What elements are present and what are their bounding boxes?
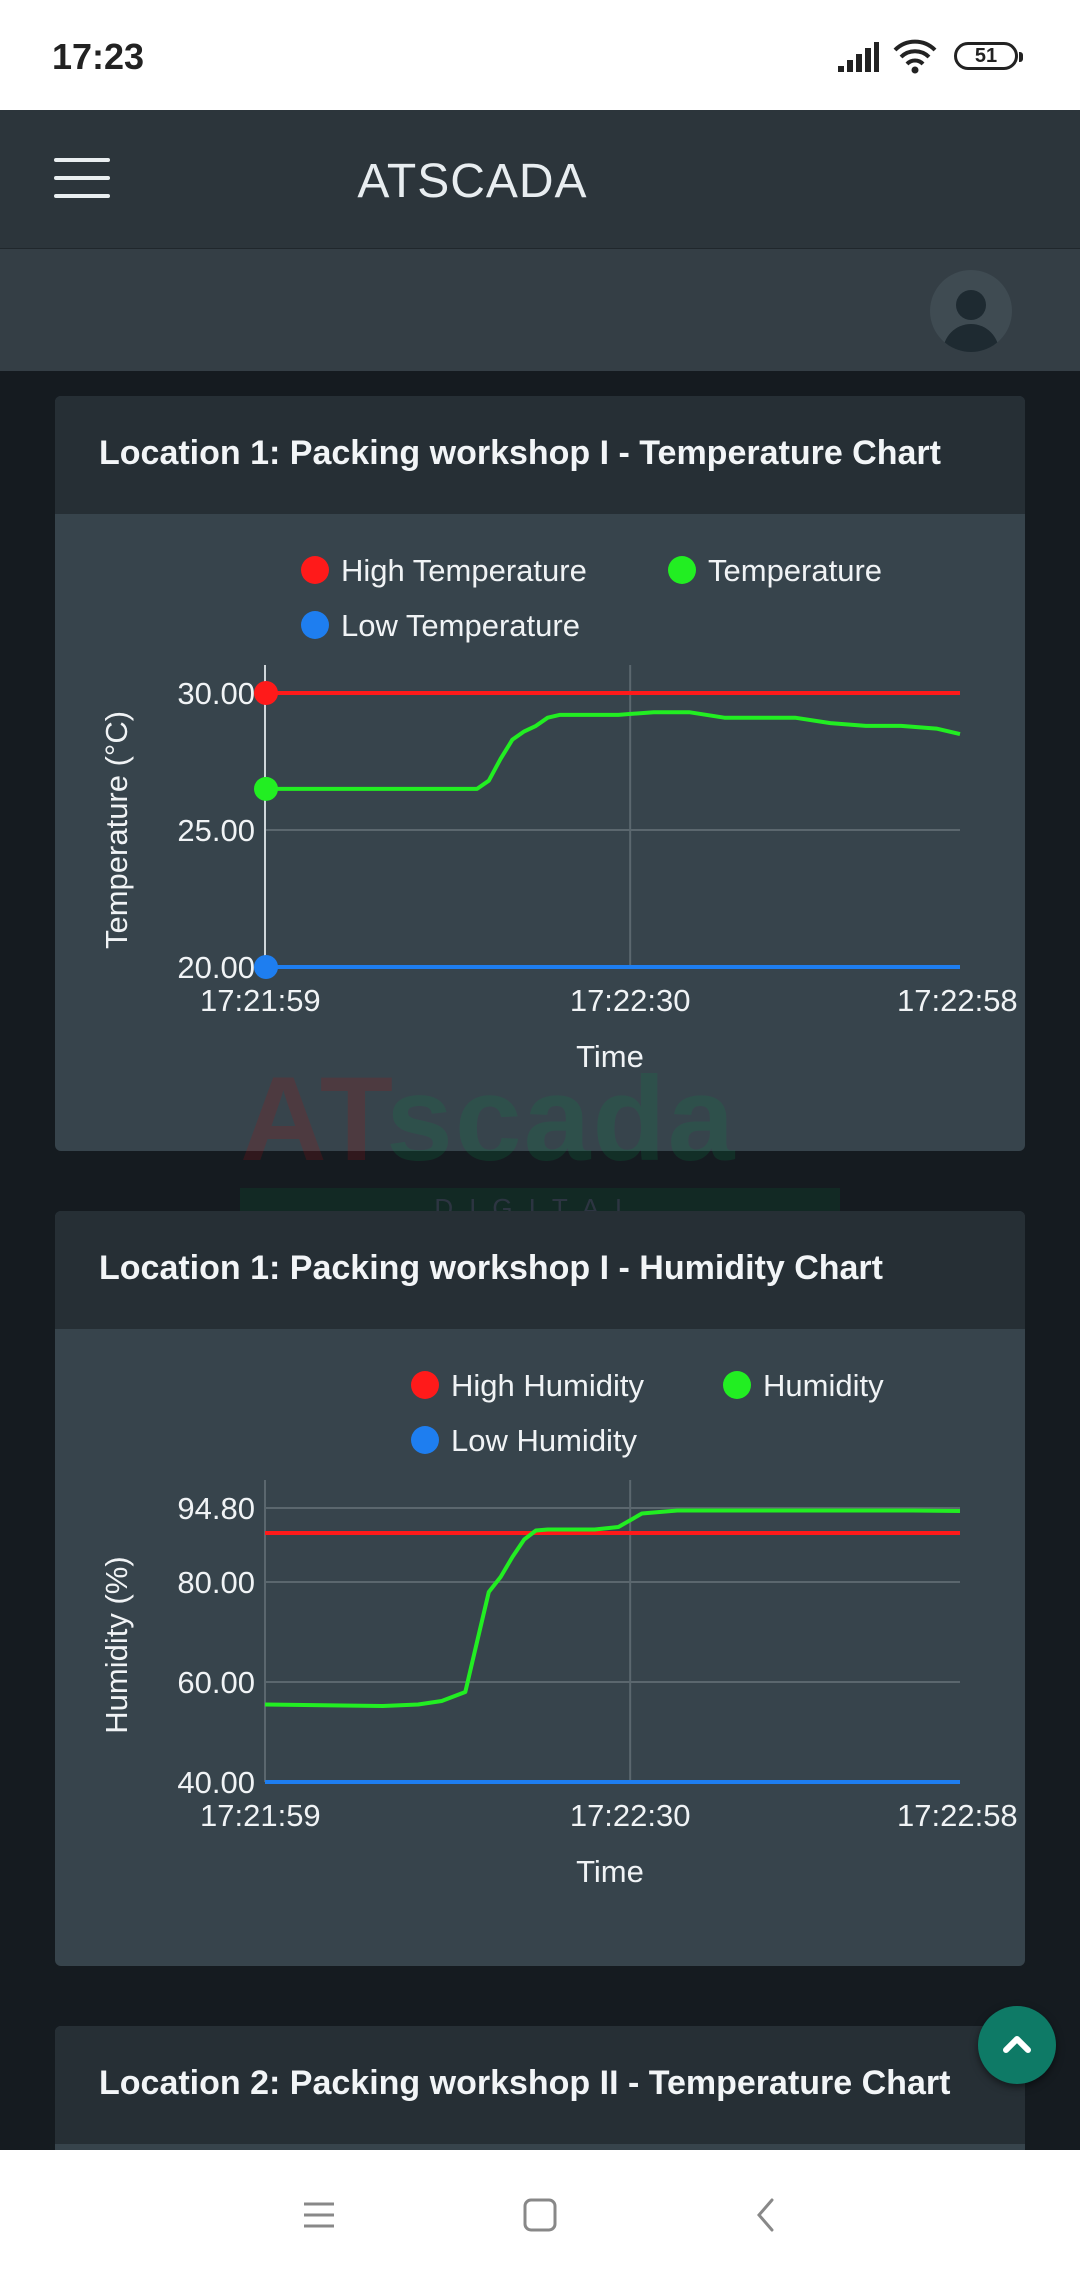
user-avatar-icon[interactable] bbox=[930, 270, 1012, 352]
x-tick-label: 17:21:59 bbox=[200, 1798, 321, 1833]
data-point-marker bbox=[254, 681, 278, 705]
humidity-chart-card: Location 1: Packing workshop I - Humidit… bbox=[55, 1211, 1025, 1966]
legend-marker bbox=[411, 1371, 439, 1399]
legend-marker bbox=[668, 556, 696, 584]
chevron-up-icon bbox=[1003, 2036, 1031, 2053]
card-title: Location 1: Packing workshop I - Tempera… bbox=[99, 434, 941, 472]
hamburger-menu-icon[interactable] bbox=[54, 158, 110, 200]
x-tick-label: 17:22:30 bbox=[570, 1798, 691, 1833]
legend-marker bbox=[723, 1371, 751, 1399]
y-axis-title: Humidity (%) bbox=[99, 1556, 134, 1733]
data-point-marker bbox=[254, 955, 278, 979]
y-tick-label: 20.00 bbox=[177, 950, 255, 985]
y-tick-label: 25.00 bbox=[177, 813, 255, 848]
home-icon[interactable] bbox=[515, 2190, 565, 2240]
app-title: ATSCADA bbox=[357, 155, 588, 208]
card-title: Location 2: Packing workshop II - Temper… bbox=[99, 2064, 951, 2102]
battery-icon: 51 bbox=[954, 42, 1023, 70]
recent-apps-icon[interactable] bbox=[294, 2190, 344, 2240]
card-header: Location 1: Packing workshop I - Humidit… bbox=[55, 1211, 1025, 1329]
y-tick-label: 60.00 bbox=[177, 1665, 255, 1700]
legend-label: High Humidity bbox=[451, 1368, 644, 1403]
x-axis-title: Time bbox=[576, 1854, 644, 1889]
card-header: Location 2: Packing workshop II - Temper… bbox=[55, 2026, 1025, 2144]
legend-label: Humidity bbox=[763, 1368, 884, 1403]
legend-label: Low Temperature bbox=[341, 608, 580, 643]
legend-label: High Temperature bbox=[341, 553, 587, 588]
scroll-to-top-button[interactable] bbox=[978, 2006, 1056, 2084]
watermark-logo: ATscada bbox=[240, 1052, 737, 1186]
y-tick-label: 94.80 bbox=[177, 1491, 255, 1526]
signal-icon bbox=[838, 42, 879, 72]
x-tick-label: 17:22:30 bbox=[570, 983, 691, 1018]
status-icons: 51 bbox=[836, 36, 1036, 80]
y-axis-title: Temperature (°C) bbox=[99, 711, 134, 949]
card-header: Location 1: Packing workshop I - Tempera… bbox=[55, 396, 1025, 514]
card-body: 94.80 80.00 60.00 40.00 17:21:59 17:22:30 17:2… bbox=[55, 1329, 1025, 1966]
system-nav-bar bbox=[0, 2150, 1080, 2280]
card-title: Location 1: Packing workshop I - Humidit… bbox=[99, 1249, 883, 1287]
legend-label: Low Humidity bbox=[451, 1423, 638, 1458]
card-body: 30.00 25.00 20.00 17:21:59 17:22:30 17:22:58 T… bbox=[55, 514, 1025, 1151]
series-line-temperature bbox=[265, 710, 961, 791]
legend-marker bbox=[301, 611, 329, 639]
legend-marker bbox=[301, 556, 329, 584]
x-axis-title: Time bbox=[576, 1039, 644, 1074]
temperature-chart-card-location-2: Location 2: Packing workshop II - Temper… bbox=[55, 2026, 1025, 2150]
y-tick-label: 40.00 bbox=[177, 1765, 255, 1800]
data-point-marker bbox=[254, 776, 278, 801]
x-tick-label: 17:22:58 bbox=[897, 983, 1018, 1018]
series-line-humidity bbox=[264, 1508, 961, 1708]
x-tick-label: 17:21:59 bbox=[200, 983, 321, 1018]
app-header: ATSCADA bbox=[0, 110, 1080, 249]
legend-marker bbox=[411, 1426, 439, 1454]
user-bar bbox=[0, 249, 1080, 371]
status-time: 17:23 bbox=[52, 36, 145, 77]
atscada-watermark: ATscada DIGITAL TRANSFORMATION bbox=[240, 1050, 840, 1263]
temperature-chart-card: Location 1: Packing workshop I - Tempera… bbox=[55, 396, 1025, 1151]
y-tick-label: 30.00 bbox=[177, 676, 255, 711]
x-tick-label: 17:22:58 bbox=[897, 1798, 1018, 1833]
back-icon[interactable] bbox=[742, 2190, 792, 2240]
status-bar: 17:23 51 bbox=[0, 0, 1080, 110]
y-tick-label: 80.00 bbox=[177, 1565, 255, 1600]
legend-label: Temperature bbox=[708, 553, 882, 588]
wifi-icon bbox=[893, 39, 937, 74]
